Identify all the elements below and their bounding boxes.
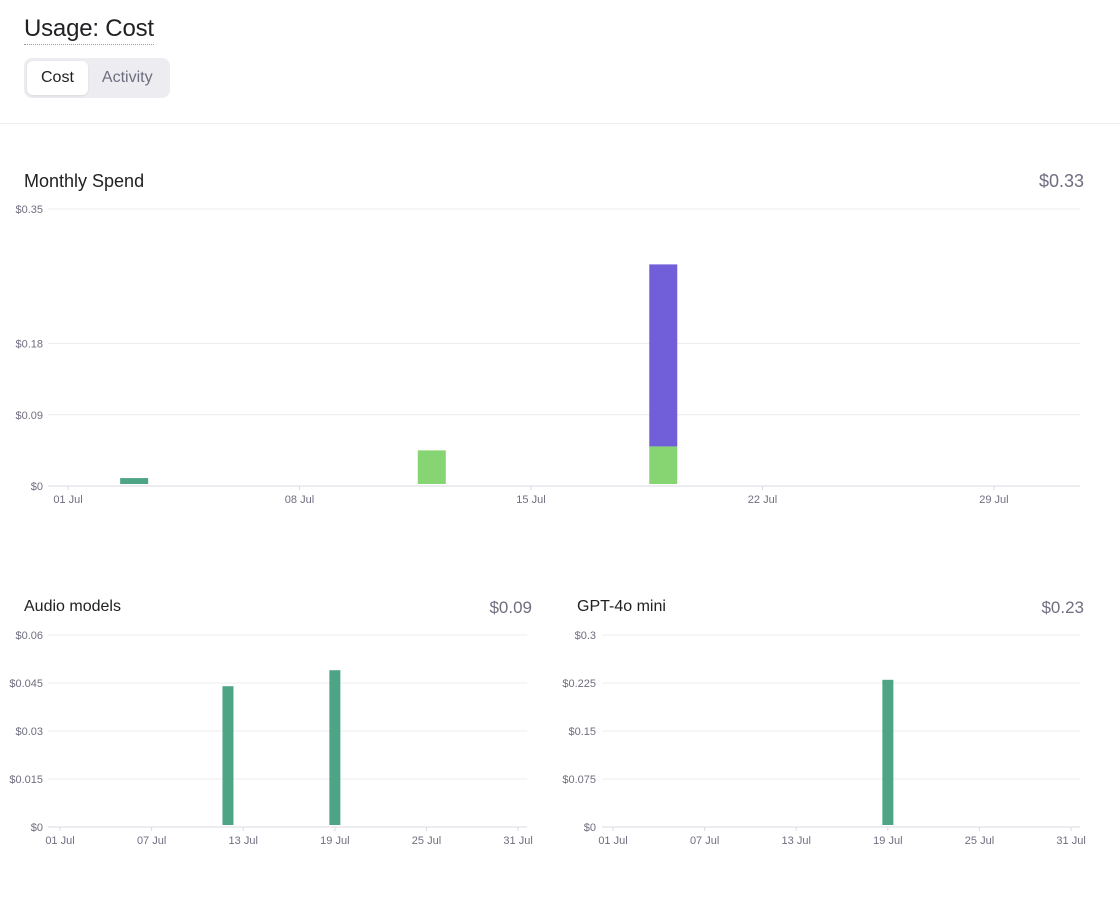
tab-cost[interactable]: Cost — [27, 61, 88, 95]
header-divider — [0, 123, 1120, 124]
audio-models-y-tick-label: $0 — [31, 822, 43, 834]
audio-models-y-tick-label: $0.03 — [15, 726, 43, 738]
monthly-spend-total: $0.33 — [1038, 171, 1084, 191]
audio-models-title: Audio models — [24, 598, 121, 615]
monthly-spend-bar — [649, 264, 678, 447]
gpt4o-mini-x-tick-label: 13 Jul — [782, 835, 811, 847]
audio-models-x-tick-label: 25 Jul — [412, 835, 441, 847]
audio-models-x-tick-label: 19 Jul — [320, 835, 349, 847]
gpt4o-mini-y-tick-label: $0.075 — [562, 774, 596, 786]
monthly-spend-bar — [649, 446, 678, 484]
monthly-spend-y-tick-label: $0 — [31, 481, 43, 493]
gpt4o-mini-bar — [882, 679, 894, 825]
audio-models-bar — [222, 686, 234, 825]
monthly-spend-title: Monthly Spend — [24, 171, 145, 191]
gpt4o-mini-title: GPT-4o mini — [577, 598, 666, 615]
monthly-spend-x-tick-label: 22 Jul — [748, 494, 777, 506]
gpt4o-mini-x-tick-label: 01 Jul — [598, 835, 627, 847]
monthly-spend-x-tick-label: 01 Jul — [53, 494, 82, 506]
audio-models-x-tick-label: 07 Jul — [137, 835, 166, 847]
audio-models-x-tick-label: 13 Jul — [229, 835, 258, 847]
gpt4o-mini-x-tick-label: 31 Jul — [1056, 835, 1085, 847]
page-header: Usage: Cost Cost Activity — [24, 14, 170, 98]
gpt4o-mini-y-tick-label: $0.3 — [575, 630, 596, 642]
audio-models-bar — [329, 670, 341, 825]
monthly-spend-y-tick-label: $0.35 — [15, 204, 43, 216]
gpt4o-mini-y-tick-label: $0.225 — [562, 678, 596, 690]
monthly-spend-x-tick-label: 29 Jul — [979, 494, 1008, 506]
gpt4o-mini-x-tick-label: 07 Jul — [690, 835, 719, 847]
gpt4o-mini-total: $0.23 — [1041, 598, 1084, 617]
gpt4o-mini-y-tick-label: $0 — [584, 822, 596, 834]
monthly-spend-x-tick-label: 08 Jul — [285, 494, 314, 506]
gpt4o-mini-y-tick-label: $0.15 — [568, 726, 596, 738]
page-title[interactable]: Usage: Cost — [24, 14, 154, 45]
audio-models-y-tick-label: $0.015 — [9, 774, 43, 786]
monthly-spend-bar — [417, 450, 446, 484]
monthly-spend-x-tick-label: 15 Jul — [516, 494, 545, 506]
gpt4o-mini-x-tick-label: 25 Jul — [965, 835, 994, 847]
audio-models-y-tick-label: $0.045 — [9, 678, 43, 690]
audio-models-x-tick-label: 01 Jul — [45, 835, 74, 847]
audio-models-total: $0.09 — [489, 598, 532, 617]
view-tabs: Cost Activity — [24, 58, 170, 98]
audio-models-x-tick-label: 31 Jul — [503, 835, 532, 847]
tab-activity[interactable]: Activity — [101, 69, 153, 86]
monthly-spend-y-tick-label: $0.09 — [15, 410, 43, 422]
audio-models-y-tick-label: $0.06 — [15, 630, 43, 642]
monthly-spend-y-tick-label: $0.18 — [15, 339, 43, 351]
monthly-spend-bar — [120, 478, 149, 484]
gpt4o-mini-x-tick-label: 19 Jul — [873, 835, 902, 847]
